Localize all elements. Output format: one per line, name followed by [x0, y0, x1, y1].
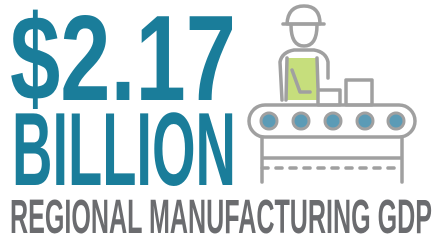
- stand: [262, 137, 402, 182]
- infographic: $2.17 BILLION REGIONAL MANUFACTURING GDP: [0, 0, 441, 244]
- worker-icon: [249, 6, 415, 182]
- page: $2.17 BILLION REGIONAL MANUFACTURING GDP…: [0, 0, 441, 244]
- roller: [325, 113, 341, 129]
- caption: REGIONAL MANUFACTURING GDP: [10, 191, 432, 244]
- box: [346, 80, 372, 105]
- rollers: [261, 113, 404, 129]
- roller: [261, 113, 277, 129]
- roller: [388, 113, 404, 129]
- box: [318, 90, 340, 105]
- head: [291, 25, 317, 46]
- roller: [357, 113, 373, 129]
- cap: [287, 6, 320, 24]
- roller: [293, 113, 309, 129]
